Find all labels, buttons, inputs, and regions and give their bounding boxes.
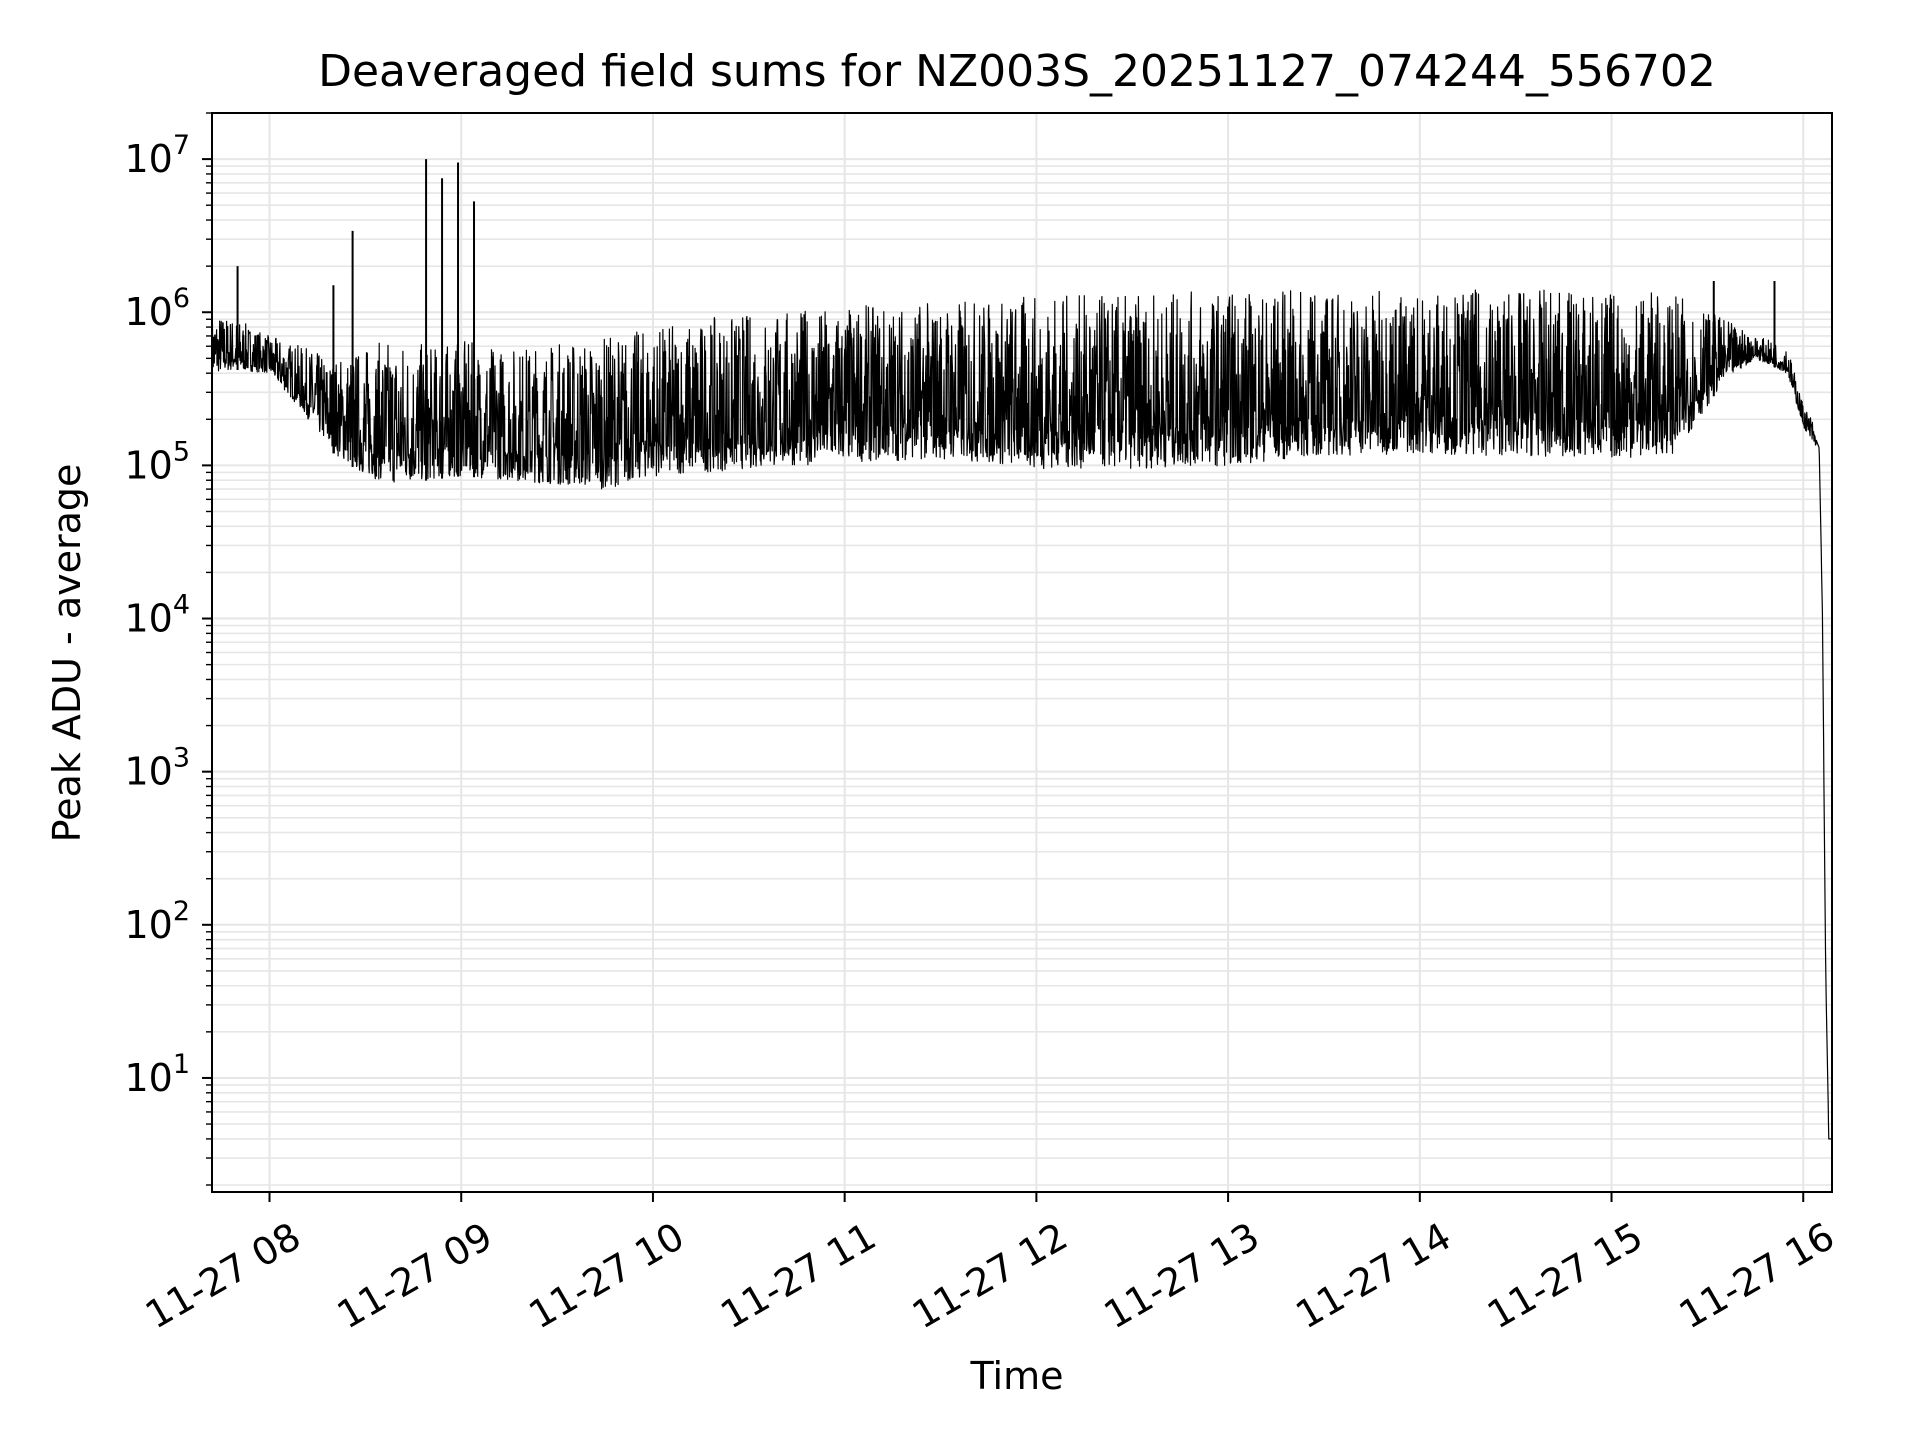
y-tick-label: 102 [124, 896, 190, 947]
y-tick-label: 106 [124, 283, 190, 334]
chart-title: Deaveraged field sums for NZ003S_2025112… [318, 46, 1716, 97]
data-series [211, 159, 1831, 1140]
grid-lines [212, 112, 1832, 1192]
y-axis: 101 102 103 104 105 106 107 [124, 112, 212, 1186]
y-tick-label: 105 [124, 436, 190, 487]
y-axis-label: Peak ADU - average [45, 464, 89, 843]
y-tick-label: 104 [124, 590, 190, 641]
x-axis-label: Time [970, 1354, 1064, 1398]
y-tick-label: 107 [124, 130, 190, 181]
series-line [211, 289, 1831, 1140]
y-tick-label: 103 [124, 743, 190, 794]
y-tick-label: 101 [124, 1049, 190, 1100]
